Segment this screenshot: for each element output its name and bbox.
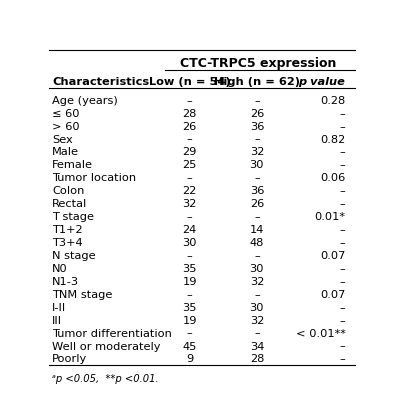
Text: –: –: [340, 186, 346, 196]
Text: –: –: [340, 109, 346, 119]
Text: –: –: [340, 342, 346, 352]
Text: 30: 30: [182, 238, 197, 248]
Text: –: –: [187, 290, 193, 300]
Text: –: –: [254, 212, 260, 222]
Text: Rectal: Rectal: [52, 199, 87, 209]
Text: Female: Female: [52, 160, 93, 170]
Text: 14: 14: [250, 225, 264, 235]
Text: 9: 9: [186, 354, 193, 364]
Text: Colon: Colon: [52, 186, 85, 196]
Text: Age (years): Age (years): [52, 96, 118, 106]
Text: > 60: > 60: [52, 122, 80, 132]
Text: 24: 24: [182, 225, 197, 235]
Text: 32: 32: [182, 199, 197, 209]
Text: 26: 26: [250, 199, 264, 209]
Text: 32: 32: [250, 277, 264, 287]
Text: Sex: Sex: [52, 134, 73, 144]
Text: –: –: [340, 199, 346, 209]
Text: N0: N0: [52, 264, 68, 274]
Text: 32: 32: [250, 316, 264, 326]
Text: –: –: [187, 134, 193, 144]
Text: Male: Male: [52, 148, 79, 158]
Text: 0.82: 0.82: [320, 134, 346, 144]
Text: 0.07: 0.07: [320, 290, 346, 300]
Text: 32: 32: [250, 148, 264, 158]
Text: 26: 26: [250, 109, 264, 119]
Text: ≤ 60: ≤ 60: [52, 109, 80, 119]
Text: –: –: [340, 277, 346, 287]
Text: T1+2: T1+2: [52, 225, 83, 235]
Text: N1-3: N1-3: [52, 277, 80, 287]
Text: TNM stage: TNM stage: [52, 290, 113, 300]
Text: 19: 19: [182, 316, 197, 326]
Text: 45: 45: [182, 342, 197, 352]
Text: 29: 29: [182, 148, 197, 158]
Text: 0.07: 0.07: [320, 251, 346, 261]
Text: 36: 36: [250, 122, 264, 132]
Text: p value: p value: [299, 77, 346, 87]
Text: –: –: [187, 212, 193, 222]
Text: ᵃp <0.05,  **p <0.01.: ᵃp <0.05, **p <0.01.: [52, 374, 159, 384]
Text: 35: 35: [182, 264, 197, 274]
Text: –: –: [254, 328, 260, 338]
Text: 30: 30: [250, 264, 264, 274]
Text: CTC-TRPC5 expression: CTC-TRPC5 expression: [180, 57, 336, 70]
Text: 25: 25: [182, 160, 197, 170]
Text: –: –: [340, 160, 346, 170]
Text: Tumor differentiation: Tumor differentiation: [52, 328, 172, 338]
Text: Low (n = 54): Low (n = 54): [149, 77, 230, 87]
Text: –: –: [340, 238, 346, 248]
Text: 0.01*: 0.01*: [314, 212, 346, 222]
Text: 19: 19: [182, 277, 197, 287]
Text: –: –: [340, 354, 346, 364]
Text: –: –: [340, 303, 346, 313]
Text: 34: 34: [250, 342, 264, 352]
Text: –: –: [187, 251, 193, 261]
Text: 28: 28: [182, 109, 197, 119]
Text: 0.28: 0.28: [320, 96, 346, 106]
Text: 35: 35: [182, 303, 197, 313]
Text: 30: 30: [250, 160, 264, 170]
Text: –: –: [340, 264, 346, 274]
Text: High (n = 62): High (n = 62): [214, 77, 300, 87]
Text: Well or moderately: Well or moderately: [52, 342, 161, 352]
Text: Characteristics: Characteristics: [52, 77, 149, 87]
Text: Poorly: Poorly: [52, 354, 87, 364]
Text: 48: 48: [250, 238, 264, 248]
Text: III: III: [52, 316, 62, 326]
Text: –: –: [340, 225, 346, 235]
Text: < 0.01**: < 0.01**: [296, 328, 346, 338]
Text: –: –: [340, 316, 346, 326]
Text: Tumor location: Tumor location: [52, 173, 136, 183]
Text: –: –: [340, 122, 346, 132]
Text: I-II: I-II: [52, 303, 67, 313]
Text: –: –: [187, 328, 193, 338]
Text: T3+4: T3+4: [52, 238, 83, 248]
Text: –: –: [254, 251, 260, 261]
Text: N stage: N stage: [52, 251, 96, 261]
Text: 0.06: 0.06: [320, 173, 346, 183]
Text: –: –: [187, 173, 193, 183]
Text: 30: 30: [250, 303, 264, 313]
Text: –: –: [254, 290, 260, 300]
Text: –: –: [254, 96, 260, 106]
Text: –: –: [254, 134, 260, 144]
Text: 26: 26: [182, 122, 197, 132]
Text: –: –: [187, 96, 193, 106]
Text: 36: 36: [250, 186, 264, 196]
Text: T stage: T stage: [52, 212, 94, 222]
Text: 22: 22: [182, 186, 197, 196]
Text: 28: 28: [250, 354, 264, 364]
Text: –: –: [254, 173, 260, 183]
Text: –: –: [340, 148, 346, 158]
